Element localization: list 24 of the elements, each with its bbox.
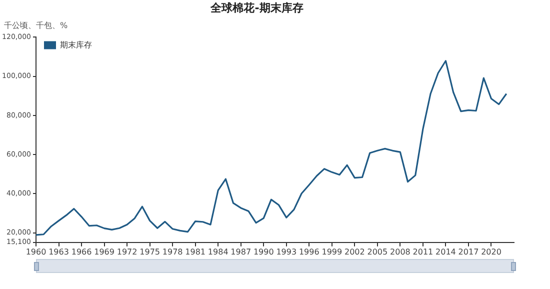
x-tick-label: 1966 — [71, 247, 92, 256]
x-tick-label: 1975 — [140, 247, 160, 256]
x-tick-label: 1990 — [253, 247, 274, 256]
y-axis-title: 千公顷、千包、% — [4, 21, 68, 30]
x-tick-label: 2020 — [481, 247, 502, 256]
x-tick-label: 1996 — [298, 247, 320, 256]
x-tick-label: 1993 — [276, 247, 297, 256]
x-tick-label: 2002 — [344, 247, 365, 256]
x-tick-label: 2005 — [367, 247, 388, 256]
x-tick-label: 1963 — [48, 247, 69, 256]
x-tick-label: 1987 — [230, 247, 252, 256]
x-tick-label: 2011 — [412, 247, 434, 256]
x-tick-label: 1999 — [322, 247, 342, 256]
x-tick-label: 1972 — [116, 247, 138, 256]
x-tick-label: 2008 — [390, 247, 410, 256]
chart-title: 全球棉花-期末库存 — [210, 1, 304, 14]
x-tick-label: 1960 — [26, 247, 46, 256]
x-tick-label: 1969 — [94, 247, 114, 256]
x-tick-label: 2017 — [458, 247, 479, 256]
x-tick-label: 1981 — [185, 247, 206, 256]
legend-label: 期末库存 — [60, 40, 92, 50]
x-tick-label: 1984 — [208, 247, 228, 256]
x-tick-label: 2014 — [436, 247, 456, 256]
x-tick-label: 1978 — [162, 247, 183, 256]
